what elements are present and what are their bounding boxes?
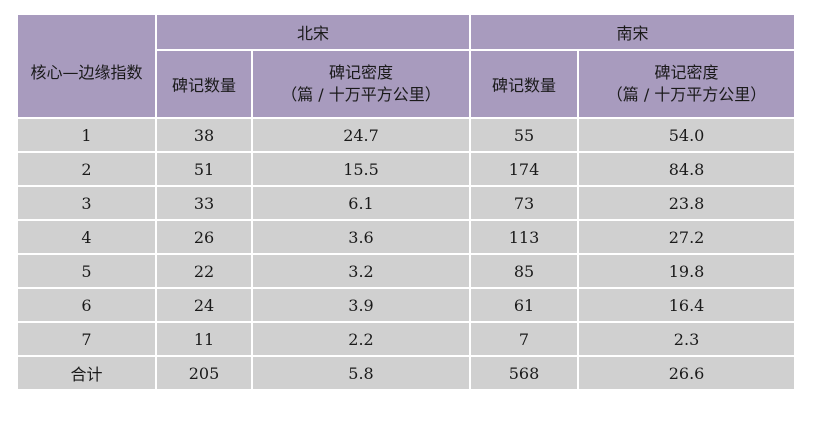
cell-index: 合计 xyxy=(16,355,157,391)
table-row: 7 11 2.2 7 2.3 xyxy=(16,321,797,357)
cell-bs-density: 6.1 xyxy=(250,185,472,221)
table-row: 4 26 3.6 113 27.2 xyxy=(16,219,797,255)
table-row: 1 38 24.7 55 54.0 xyxy=(16,117,797,153)
subheader-ns-density-line2: （篇 / 十万平方公里） xyxy=(606,85,767,104)
cell-ns-count: 113 xyxy=(469,219,580,255)
cell-bs-density: 3.6 xyxy=(250,219,472,255)
cell-ns-count: 7 xyxy=(469,321,580,357)
data-table: 核心—边缘指数 北宋 南宋 碑记数量 碑记密度 （篇 / 十万平方公里） 碑记数… xyxy=(16,13,797,391)
group-header-northern-song: 北宋 xyxy=(154,13,472,51)
cell-ns-count: 85 xyxy=(469,253,580,289)
cell-ns-density: 23.8 xyxy=(577,185,797,221)
cell-index: 4 xyxy=(16,219,157,255)
cell-index: 6 xyxy=(16,287,157,323)
cell-ns-count: 174 xyxy=(469,151,580,187)
table-row-total: 合计 205 5.8 568 26.6 xyxy=(16,355,797,391)
cell-ns-density: 27.2 xyxy=(577,219,797,255)
table-row: 2 51 15.5 174 84.8 xyxy=(16,151,797,187)
cell-bs-density: 2.2 xyxy=(250,321,472,357)
cell-ns-count: 568 xyxy=(469,355,580,391)
cell-index: 1 xyxy=(16,117,157,153)
table-row: 5 22 3.2 85 19.8 xyxy=(16,253,797,289)
cell-ns-density: 54.0 xyxy=(577,117,797,153)
cell-ns-density: 26.6 xyxy=(577,355,797,391)
cell-bs-count: 205 xyxy=(155,355,253,391)
subheader-bs-density: 碑记密度 （篇 / 十万平方公里） xyxy=(250,49,472,119)
cell-bs-density: 15.5 xyxy=(250,151,472,187)
cell-ns-density: 19.8 xyxy=(577,253,797,289)
cell-ns-density: 2.3 xyxy=(577,321,797,357)
subheader-bs-density-line1: 碑记密度 xyxy=(329,63,394,82)
header-row-groups: 核心—边缘指数 北宋 南宋 xyxy=(16,13,797,119)
cell-index: 5 xyxy=(16,253,157,289)
subheader-ns-density: 碑记密度 （篇 / 十万平方公里） xyxy=(577,49,797,119)
table-body: 1 38 24.7 55 54.0 2 51 15.5 174 84.8 3 3… xyxy=(16,117,797,391)
subheader-ns-density-line1: 碑记密度 xyxy=(654,63,719,82)
cell-ns-count: 61 xyxy=(469,287,580,323)
subheader-bs-count: 碑记数量 xyxy=(155,49,253,119)
header-row-sub: 碑记数量 碑记密度 （篇 / 十万平方公里） 碑记数量 碑记密度 （篇 / 十万… xyxy=(17,49,797,119)
cell-bs-count: 33 xyxy=(155,185,253,221)
cell-bs-count: 26 xyxy=(155,219,253,255)
cell-bs-count: 51 xyxy=(155,151,253,187)
table-row: 6 24 3.9 61 16.4 xyxy=(16,287,797,323)
cell-bs-count: 24 xyxy=(155,287,253,323)
cell-ns-count: 73 xyxy=(469,185,580,221)
subheader-ns-count: 碑记数量 xyxy=(469,49,580,119)
cell-ns-count: 55 xyxy=(469,117,580,153)
table-header: 核心—边缘指数 北宋 南宋 碑记数量 碑记密度 （篇 / 十万平方公里） 碑记数… xyxy=(16,13,797,119)
cell-ns-density: 16.4 xyxy=(577,287,797,323)
cell-index: 7 xyxy=(16,321,157,357)
cell-index: 2 xyxy=(16,151,157,187)
table-row: 3 33 6.1 73 23.8 xyxy=(16,185,797,221)
cell-bs-density: 5.8 xyxy=(250,355,472,391)
cell-ns-density: 84.8 xyxy=(577,151,797,187)
cell-bs-count: 22 xyxy=(155,253,253,289)
row-header-label: 核心—边缘指数 xyxy=(16,13,157,119)
cell-bs-density: 3.9 xyxy=(250,287,472,323)
cell-bs-density: 3.2 xyxy=(250,253,472,289)
subheader-bs-density-line2: （篇 / 十万平方公里） xyxy=(281,85,441,104)
group-header-southern-song: 南宋 xyxy=(469,13,797,51)
cell-bs-density: 24.7 xyxy=(250,117,472,153)
cell-bs-count: 11 xyxy=(155,321,253,357)
cell-index: 3 xyxy=(16,185,157,221)
cell-bs-count: 38 xyxy=(155,117,253,153)
